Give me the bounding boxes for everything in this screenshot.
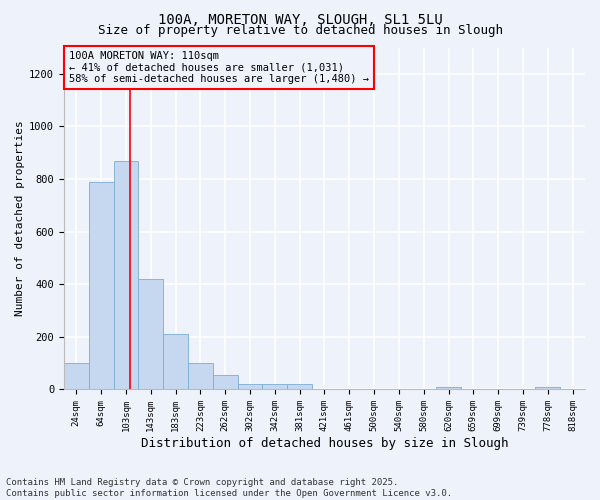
Bar xyxy=(113,160,139,390)
Bar xyxy=(213,375,238,390)
Bar xyxy=(436,387,461,390)
Bar xyxy=(535,387,560,390)
Text: Size of property relative to detached houses in Slough: Size of property relative to detached ho… xyxy=(97,24,503,37)
Bar xyxy=(64,363,89,390)
Y-axis label: Number of detached properties: Number of detached properties xyxy=(15,120,25,316)
Bar xyxy=(163,334,188,390)
Text: 100A, MORETON WAY, SLOUGH, SL1 5LU: 100A, MORETON WAY, SLOUGH, SL1 5LU xyxy=(158,12,442,26)
Bar xyxy=(139,279,163,390)
Bar xyxy=(89,182,113,390)
Text: Contains HM Land Registry data © Crown copyright and database right 2025.
Contai: Contains HM Land Registry data © Crown c… xyxy=(6,478,452,498)
X-axis label: Distribution of detached houses by size in Slough: Distribution of detached houses by size … xyxy=(140,437,508,450)
Bar xyxy=(287,384,312,390)
Text: 100A MORETON WAY: 110sqm
← 41% of detached houses are smaller (1,031)
58% of sem: 100A MORETON WAY: 110sqm ← 41% of detach… xyxy=(69,51,369,84)
Bar xyxy=(188,363,213,390)
Bar xyxy=(262,384,287,390)
Bar xyxy=(238,384,262,390)
